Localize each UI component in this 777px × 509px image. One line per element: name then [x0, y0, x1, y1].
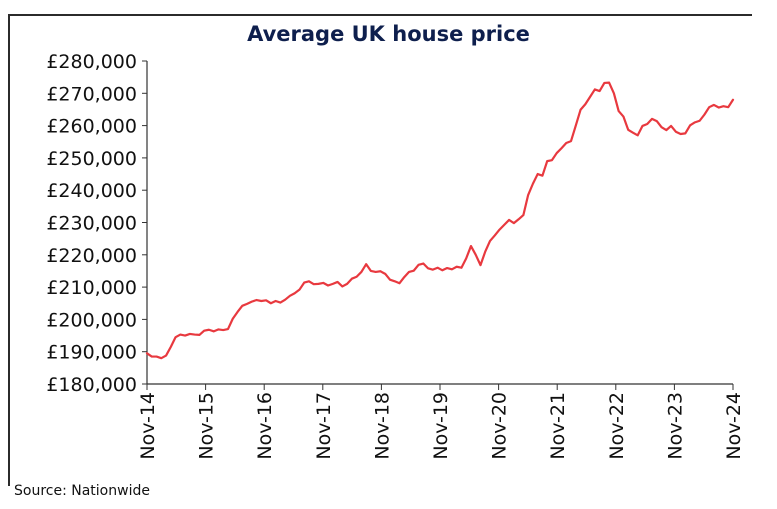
x-tick-label: Nov-23 — [664, 392, 686, 460]
y-tick-label: £250,000 — [46, 148, 137, 170]
series-line — [145, 81, 735, 360]
x-tick-label: Nov-20 — [489, 392, 511, 460]
y-tick-label: £180,000 — [46, 374, 137, 396]
chart-title: Average UK house price — [247, 22, 530, 46]
x-tick-label: Nov-17 — [313, 392, 335, 460]
x-tick-label: Nov-14 — [137, 392, 159, 460]
x-tick-label: Nov-15 — [196, 392, 218, 460]
x-tick-label: Nov-19 — [430, 392, 452, 460]
y-tick-label: £200,000 — [46, 309, 137, 331]
y-tick-label: £270,000 — [46, 83, 137, 105]
x-tick-label: Nov-16 — [254, 392, 276, 460]
y-tick-label: £190,000 — [46, 342, 137, 364]
y-tick-label: £280,000 — [46, 51, 137, 73]
source-note: Source: Nationwide — [14, 483, 150, 499]
y-tick-label: £230,000 — [46, 213, 137, 235]
chart-frame — [8, 14, 752, 486]
x-tick-label: Nov-22 — [606, 392, 628, 460]
y-tick-label: £240,000 — [46, 180, 137, 202]
y-tick-label: £220,000 — [46, 245, 137, 267]
x-tick-label: Nov-21 — [547, 392, 569, 460]
y-tick-label: £260,000 — [46, 116, 137, 138]
x-tick-label: Nov-18 — [371, 392, 393, 460]
x-tick-label: Nov-24 — [723, 392, 745, 460]
y-tick-label: £210,000 — [46, 277, 137, 299]
